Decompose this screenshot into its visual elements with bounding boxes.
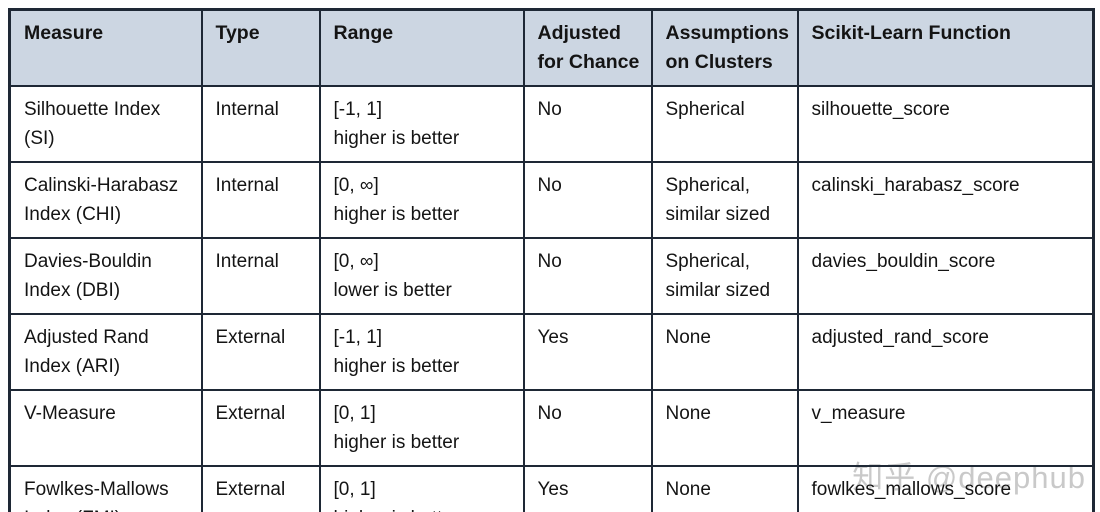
cell-type: Internal <box>200 85 321 163</box>
cell-sklearn-function: calinski_harabasz_score <box>796 161 1095 239</box>
table-row: Fowlkes-Mallows Index (FMI)External[0, 1… <box>8 465 1095 512</box>
table-row: Adjusted Rand Index (ARI) External [-1, 1]… <box>8 313 1095 391</box>
cell-adjusted-for-chance: No <box>522 85 653 163</box>
cell-adjusted-for-chance: No <box>522 389 653 467</box>
cell-range: [0, ∞] lower is better <box>318 237 525 315</box>
cell-type: External <box>200 465 321 512</box>
table-body: Silhouette Index (SI) Internal [-1, 1] hig… <box>8 85 1095 512</box>
table-row: Calinski-Harabasz Index (CHI) Internal [0,… <box>8 161 1095 239</box>
cell-adjusted-for-chance: Yes <box>522 313 653 391</box>
cell-range: [0, 1] higher is better <box>318 465 525 512</box>
cell-measure: Fowlkes-Mallows Index (FMI) <box>8 465 203 512</box>
cell-type: Internal <box>200 237 321 315</box>
cell-measure: Silhouette Index (SI) <box>8 85 203 163</box>
cell-sklearn-function: fowlkes_mallows_score <box>796 465 1095 512</box>
header-row: Measure Type Range Adjusted for Chance A… <box>8 8 1095 87</box>
cell-range: [-1, 1] higher is better <box>318 85 525 163</box>
cell-type: External <box>200 313 321 391</box>
column-header-adjusted-for-chance: Adjusted for Chance <box>522 8 653 87</box>
column-header-range: Range <box>318 8 525 87</box>
cell-sklearn-function: davies_bouldin_score <box>796 237 1095 315</box>
column-header-scikit-learn-function: Scikit-Learn Function <box>796 8 1095 87</box>
cell-assumptions: None <box>650 389 799 467</box>
column-header-assumptions-on-clusters: Assumptions on Clusters <box>650 8 799 87</box>
cell-sklearn-function: adjusted_rand_score <box>796 313 1095 391</box>
table-row: Davies-Bouldin Index (DBI) Internal [0, ∞]… <box>8 237 1095 315</box>
table-header: Measure Type Range Adjusted for Chance A… <box>8 8 1095 87</box>
cell-measure: Calinski-Harabasz Index (CHI) <box>8 161 203 239</box>
cell-type: Internal <box>200 161 321 239</box>
cell-measure: V-Measure <box>8 389 203 467</box>
cell-assumptions: None <box>650 465 799 512</box>
cell-adjusted-for-chance: No <box>522 161 653 239</box>
cell-sklearn-function: v_measure <box>796 389 1095 467</box>
cell-type: External <box>200 389 321 467</box>
cell-sklearn-function: silhouette_score <box>796 85 1095 163</box>
cell-adjusted-for-chance: Yes <box>522 465 653 512</box>
cell-assumptions: None <box>650 313 799 391</box>
cell-assumptions: Spherical, similar sized <box>650 237 799 315</box>
cell-range: [0, 1] higher is better <box>318 389 525 467</box>
cell-measure: Davies-Bouldin Index (DBI) <box>8 237 203 315</box>
column-header-measure: Measure <box>8 8 203 87</box>
table-row: Silhouette Index (SI) Internal [-1, 1] hig… <box>8 85 1095 163</box>
table-row: V-Measure External [0, 1] higher is better… <box>8 389 1095 467</box>
cell-range: [0, ∞] higher is better <box>318 161 525 239</box>
cell-adjusted-for-chance: No <box>522 237 653 315</box>
column-header-type: Type <box>200 8 321 87</box>
clustering-measures-table: Measure Type Range Adjusted for Chance A… <box>8 8 1095 512</box>
cell-assumptions: Spherical, similar sized <box>650 161 799 239</box>
cell-assumptions: Spherical <box>650 85 799 163</box>
cell-range: [-1, 1] higher is better <box>318 313 525 391</box>
cell-measure: Adjusted Rand Index (ARI) <box>8 313 203 391</box>
